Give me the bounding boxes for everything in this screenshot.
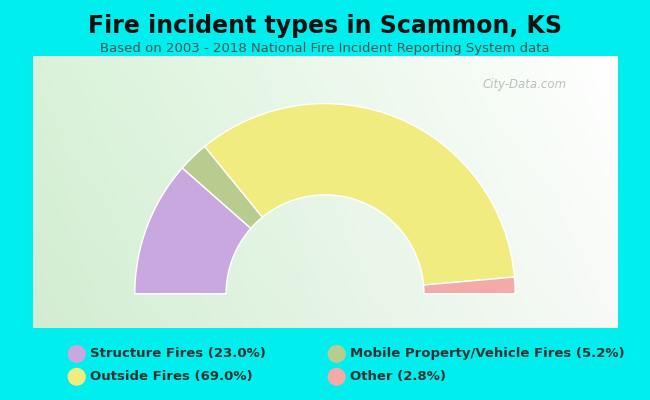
Text: Structure Fires (23.0%): Structure Fires (23.0%): [90, 348, 266, 360]
Text: Other (2.8%): Other (2.8%): [350, 370, 446, 383]
Text: Outside Fires (69.0%): Outside Fires (69.0%): [90, 370, 252, 383]
Wedge shape: [205, 104, 514, 285]
Text: Mobile Property/Vehicle Fires (5.2%): Mobile Property/Vehicle Fires (5.2%): [350, 348, 624, 360]
Wedge shape: [182, 146, 263, 228]
Wedge shape: [135, 168, 251, 294]
Wedge shape: [424, 277, 515, 294]
Text: City-Data.com: City-Data.com: [482, 78, 566, 91]
Text: Fire incident types in Scammon, KS: Fire incident types in Scammon, KS: [88, 14, 562, 38]
Text: Based on 2003 - 2018 National Fire Incident Reporting System data: Based on 2003 - 2018 National Fire Incid…: [100, 42, 550, 55]
